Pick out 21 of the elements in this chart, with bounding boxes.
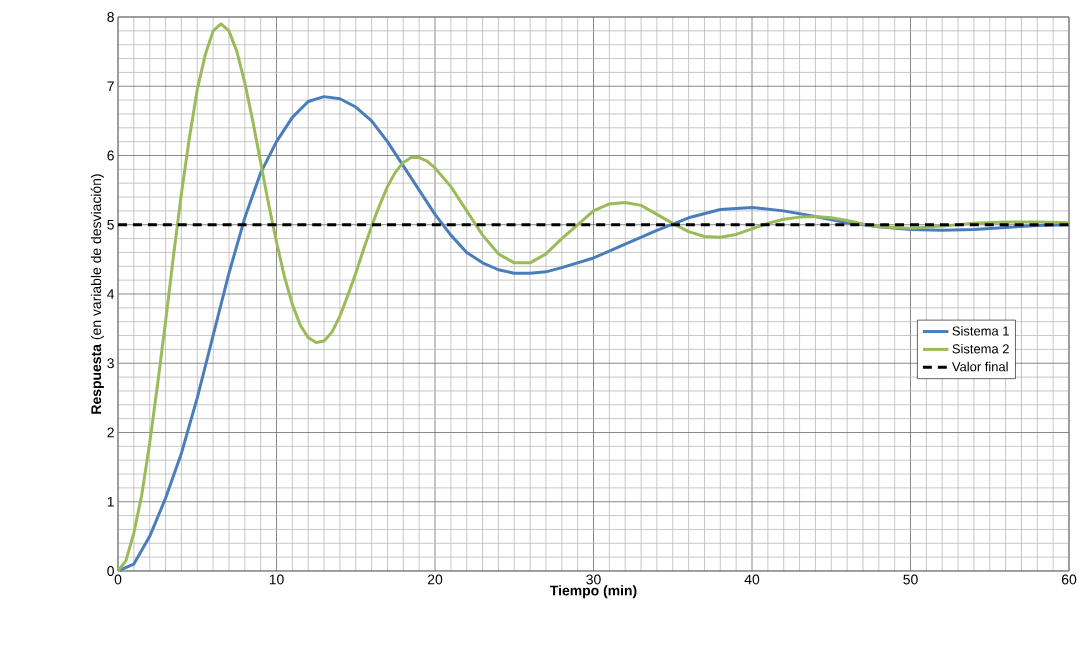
y-tick-label: 4: [107, 289, 115, 299]
legend-label: Sistema 1: [952, 326, 1009, 336]
x-tick-label: 0: [114, 574, 122, 585]
legend-label: Valor final: [951, 361, 1008, 372]
x-tick-label: 60: [1061, 574, 1077, 585]
y-tick-label: 2: [107, 427, 114, 438]
x-tick-label: 20: [427, 574, 443, 585]
y-tick-label: 8: [107, 12, 114, 22]
y-tick-label: 6: [107, 150, 114, 161]
x-tick-label: 10: [269, 574, 284, 585]
legend-label: Sistema 2: [952, 343, 1009, 354]
x-axis-title: Tiempo (min): [550, 585, 637, 599]
y-tick-label: 1: [107, 496, 114, 507]
y-tick-label: 7: [107, 81, 114, 92]
y-tick-label: 5: [107, 219, 114, 230]
y-tick-label: 0: [107, 566, 114, 576]
y-tick-label: 3: [107, 358, 114, 369]
x-tick-label: 50: [903, 574, 918, 585]
x-tick-label: 30: [586, 574, 601, 585]
y-axis-title: Respuesta (en variable de desviación): [90, 174, 104, 414]
x-tick-label: 40: [744, 574, 760, 585]
